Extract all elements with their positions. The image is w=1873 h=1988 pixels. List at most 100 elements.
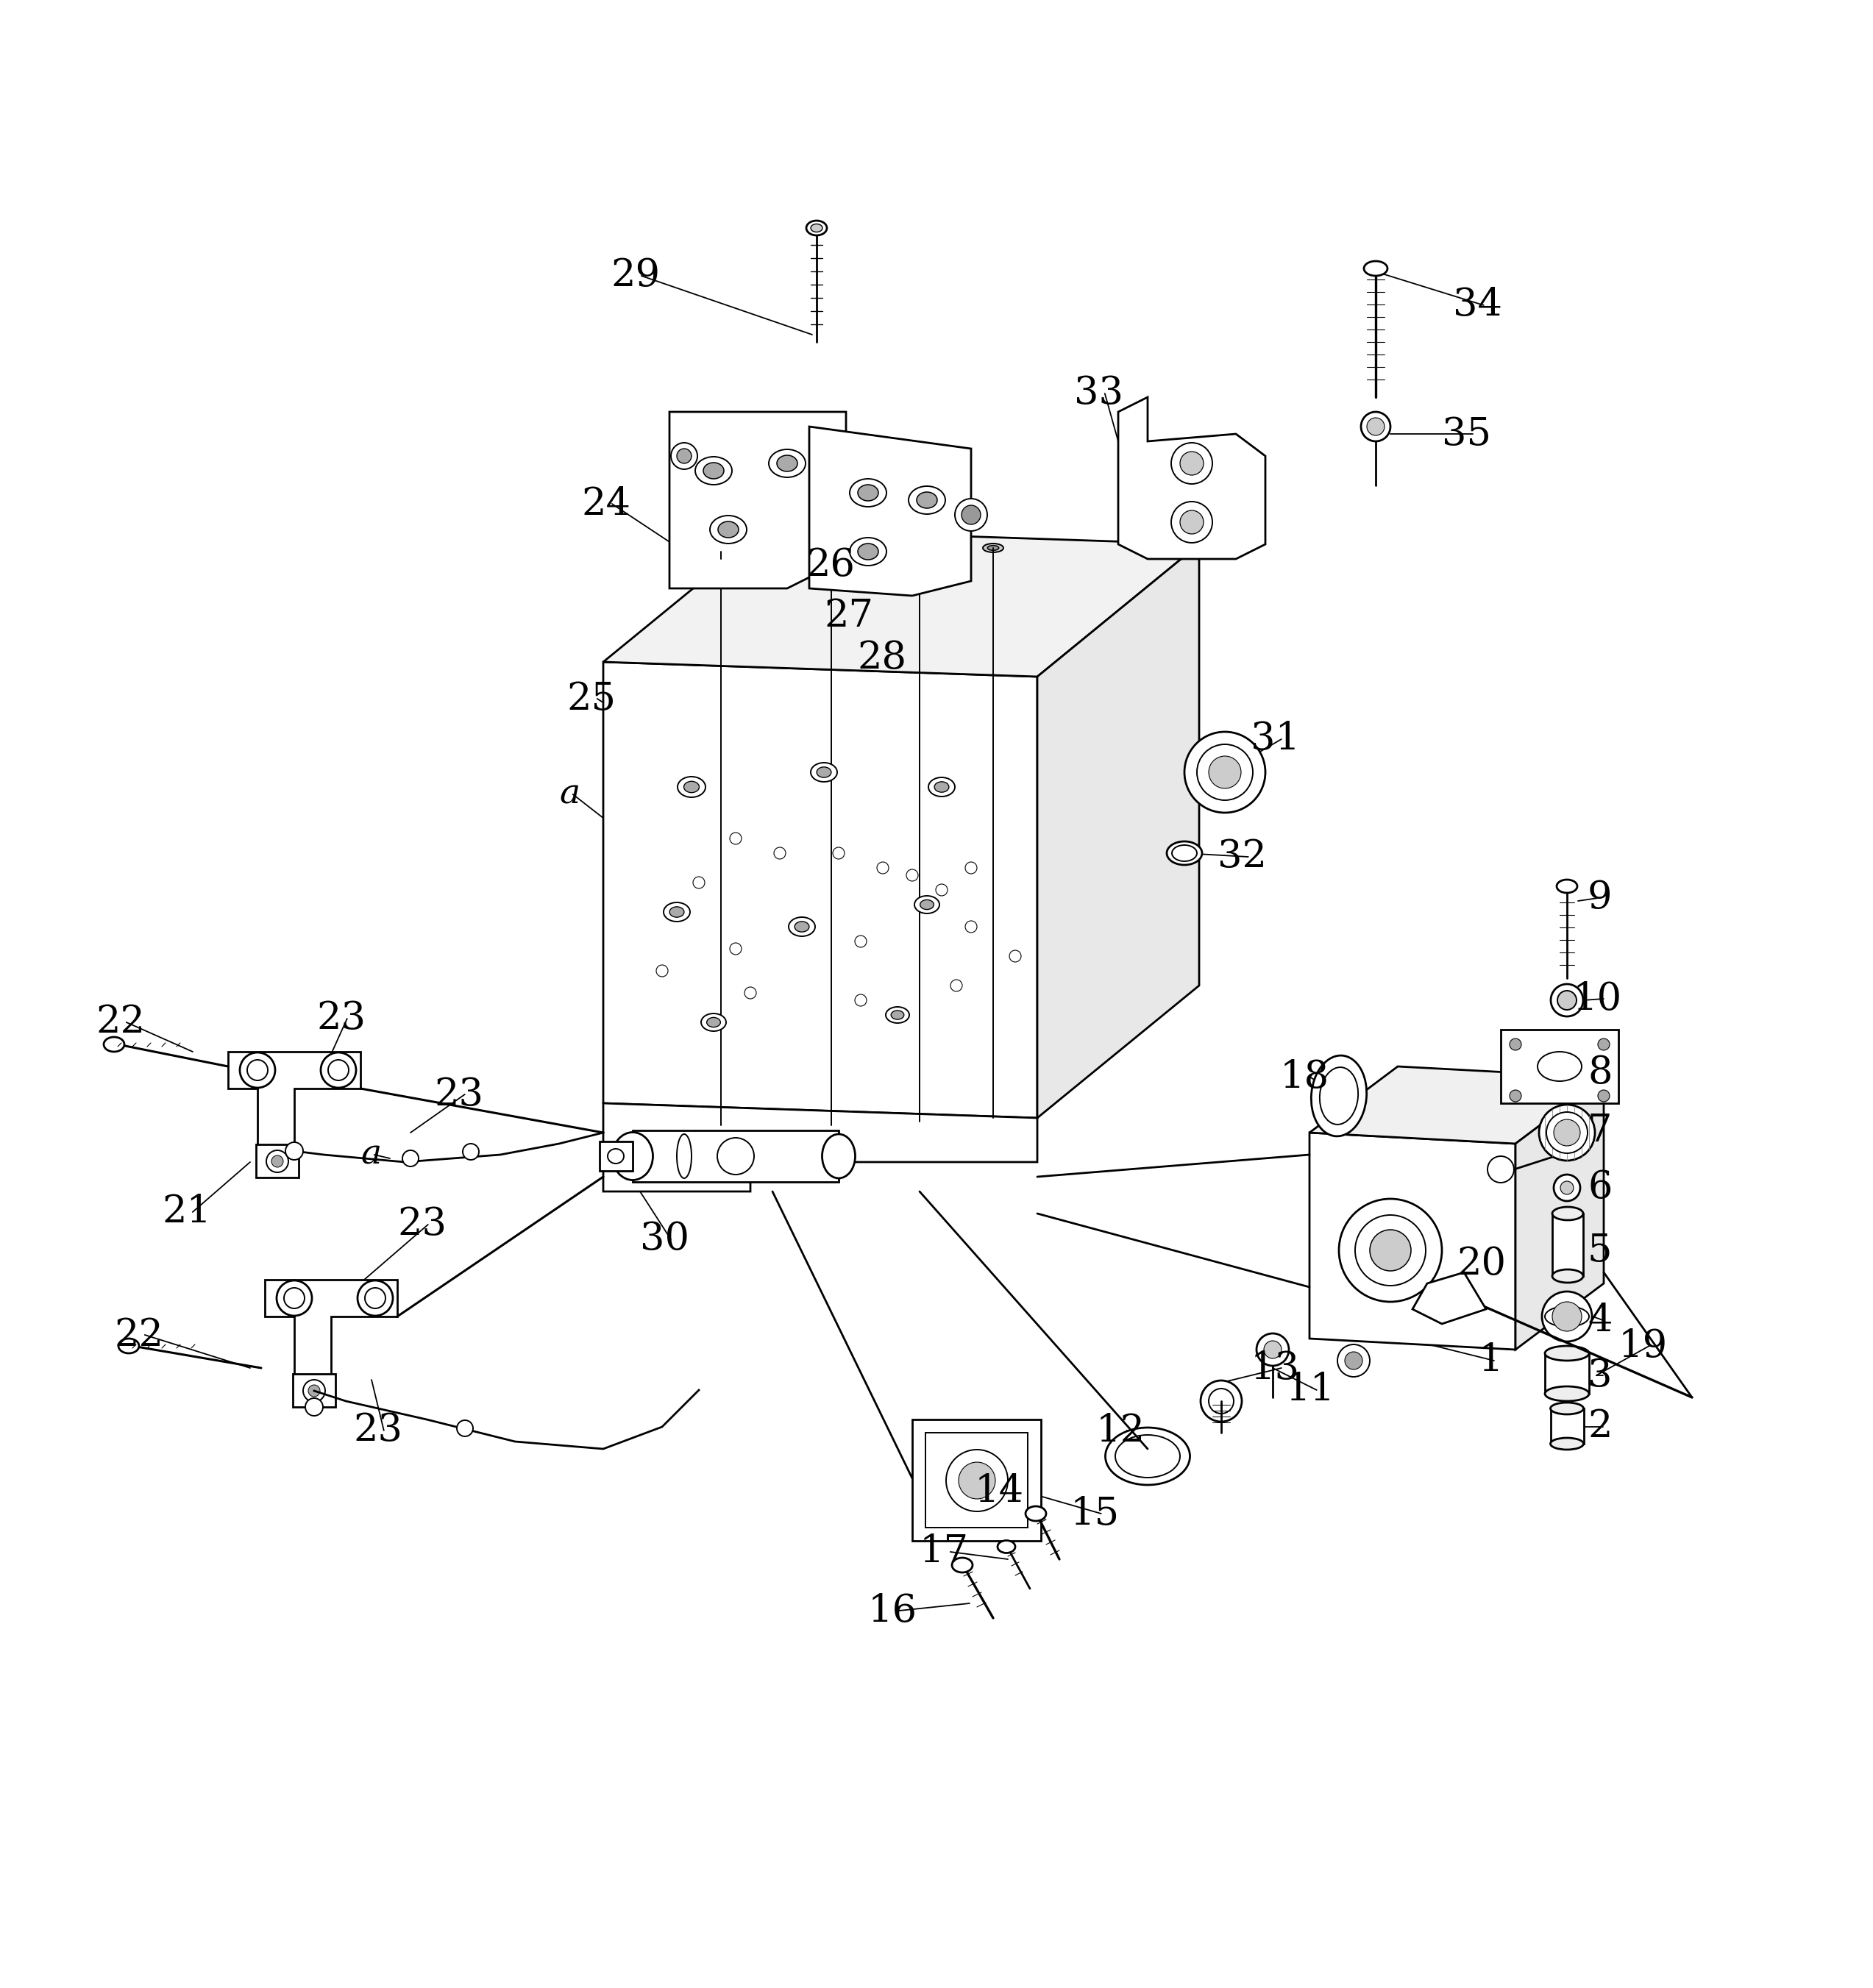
Circle shape <box>946 1449 1008 1511</box>
Circle shape <box>1367 417 1384 435</box>
Text: 31: 31 <box>1251 720 1300 757</box>
Circle shape <box>1337 1344 1369 1378</box>
Circle shape <box>877 863 888 875</box>
Circle shape <box>965 920 978 932</box>
Bar <box>633 1131 839 1183</box>
Circle shape <box>959 1461 995 1499</box>
Circle shape <box>1555 1175 1581 1201</box>
Circle shape <box>1208 1388 1234 1413</box>
Ellipse shape <box>1551 1404 1583 1413</box>
Text: a: a <box>560 777 581 811</box>
Circle shape <box>965 863 978 875</box>
Ellipse shape <box>817 767 832 777</box>
Polygon shape <box>809 427 970 596</box>
Ellipse shape <box>983 543 1004 553</box>
Ellipse shape <box>1105 1427 1189 1485</box>
Circle shape <box>1345 1352 1362 1370</box>
Ellipse shape <box>1553 1207 1583 1221</box>
Text: 26: 26 <box>805 547 854 584</box>
Ellipse shape <box>811 225 822 233</box>
Circle shape <box>320 1052 356 1087</box>
Circle shape <box>744 986 757 998</box>
Ellipse shape <box>1364 260 1388 276</box>
Text: 32: 32 <box>1217 839 1266 875</box>
Polygon shape <box>1309 1066 1603 1143</box>
Ellipse shape <box>1167 841 1202 865</box>
Circle shape <box>774 847 785 859</box>
Circle shape <box>1553 1302 1581 1332</box>
Circle shape <box>730 942 742 954</box>
Ellipse shape <box>850 479 886 507</box>
Text: 23: 23 <box>317 1000 365 1038</box>
Bar <box>599 1141 633 1171</box>
Ellipse shape <box>1556 879 1577 893</box>
Ellipse shape <box>663 903 689 922</box>
Circle shape <box>463 1143 479 1159</box>
Ellipse shape <box>892 1010 905 1020</box>
Circle shape <box>305 1398 322 1415</box>
Circle shape <box>1487 1157 1513 1183</box>
Text: 2: 2 <box>1588 1408 1613 1445</box>
Ellipse shape <box>987 545 998 551</box>
Ellipse shape <box>118 1338 139 1354</box>
Ellipse shape <box>850 537 886 565</box>
Ellipse shape <box>777 455 798 471</box>
Ellipse shape <box>789 916 815 936</box>
Ellipse shape <box>886 1006 908 1024</box>
Circle shape <box>1171 443 1212 483</box>
Text: 30: 30 <box>641 1221 689 1258</box>
Polygon shape <box>1412 1272 1485 1324</box>
Ellipse shape <box>1551 1437 1583 1449</box>
Ellipse shape <box>717 521 738 537</box>
Circle shape <box>247 1060 268 1079</box>
Ellipse shape <box>706 545 736 559</box>
Ellipse shape <box>794 922 809 932</box>
Text: 29: 29 <box>611 256 659 294</box>
Text: 22: 22 <box>114 1316 163 1354</box>
Ellipse shape <box>805 221 826 235</box>
Text: 22: 22 <box>96 1004 144 1042</box>
Circle shape <box>950 980 963 992</box>
Ellipse shape <box>822 1133 856 1179</box>
Polygon shape <box>1309 1133 1515 1350</box>
Bar <box>1551 1408 1585 1443</box>
Circle shape <box>1257 1334 1289 1366</box>
Text: 33: 33 <box>1073 374 1124 412</box>
Ellipse shape <box>684 781 699 793</box>
Ellipse shape <box>914 897 940 912</box>
Polygon shape <box>1515 1077 1603 1350</box>
Bar <box>912 1419 1041 1541</box>
Text: 12: 12 <box>1096 1411 1146 1449</box>
Text: 34: 34 <box>1453 286 1502 324</box>
Polygon shape <box>669 412 847 588</box>
Circle shape <box>1510 1089 1521 1101</box>
Circle shape <box>403 1151 418 1167</box>
Circle shape <box>1171 501 1212 543</box>
Ellipse shape <box>951 1559 972 1573</box>
Circle shape <box>272 1155 283 1167</box>
Polygon shape <box>229 1052 360 1147</box>
Circle shape <box>365 1288 386 1308</box>
Ellipse shape <box>1553 1270 1583 1282</box>
Text: a: a <box>360 1137 382 1171</box>
Circle shape <box>1208 755 1242 789</box>
Circle shape <box>1598 1038 1609 1050</box>
Ellipse shape <box>701 1014 727 1032</box>
Circle shape <box>936 885 948 897</box>
Circle shape <box>1010 950 1021 962</box>
Text: 24: 24 <box>581 485 631 523</box>
Ellipse shape <box>702 463 723 479</box>
Bar <box>292 1374 335 1408</box>
Ellipse shape <box>929 777 955 797</box>
Circle shape <box>1540 1105 1596 1161</box>
Circle shape <box>1547 1111 1588 1153</box>
Text: 4: 4 <box>1588 1302 1613 1340</box>
Circle shape <box>285 1288 305 1308</box>
Text: 20: 20 <box>1457 1244 1506 1282</box>
Bar <box>1500 1030 1618 1103</box>
Circle shape <box>1180 451 1204 475</box>
Text: 28: 28 <box>858 640 907 678</box>
Circle shape <box>656 964 669 976</box>
Ellipse shape <box>695 457 732 485</box>
Text: 17: 17 <box>920 1533 968 1571</box>
